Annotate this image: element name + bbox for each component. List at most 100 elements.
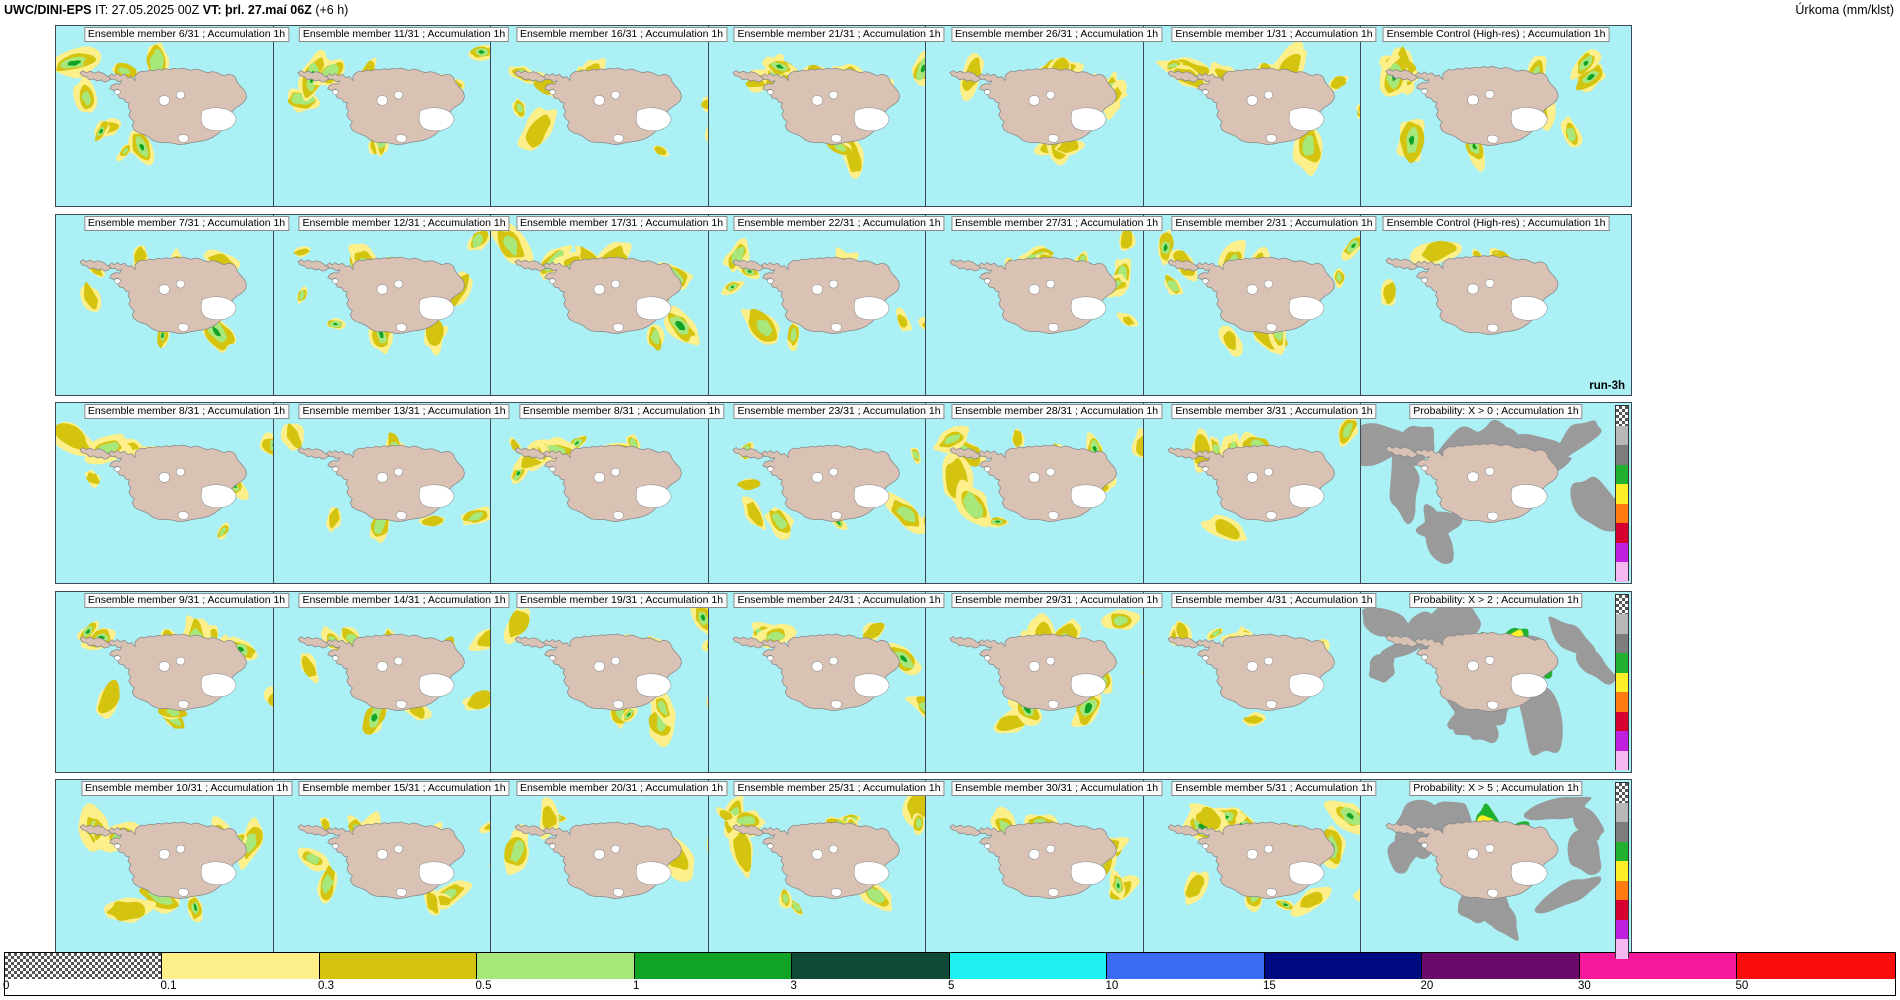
panel-title: Ensemble member 15/31 ; Accumulation 1h [298,781,510,796]
ensemble-panel-grid: Ensemble member 6/31 ; Accumulation 1h En… [55,25,1900,961]
probability-colorbar-segment: 90 [1616,900,1628,920]
probability-colorbar-segment: 10 [1616,633,1628,654]
probability-colorbar-tick: 99 [1631,747,1632,756]
probability-colorbar-tick: 0 [1631,402,1632,411]
panel-title: Ensemble member 3/31 ; Accumulation 1h [1171,404,1377,419]
map-panel-probability-r4c6[interactable]: Probability: X > 5 ; Accumulation 1h0510… [1360,779,1632,961]
colorbar-segment [5,953,163,979]
colorbar-segment [1264,953,1423,979]
probability-colorbar-segment: 25 [1616,464,1628,485]
probability-colorbar-segment: 5 [1616,802,1628,823]
panel-title: Ensemble member 16/31 ; Accumulation 1h [515,27,728,42]
panel-title: Ensemble member 22/31 ; Accumulation 1h [733,215,945,231]
colorbar-tick-label: 0.5 [475,980,492,992]
glaciers [984,278,1107,332]
map-canvas [1361,780,1631,960]
probability-colorbar: 0510255075909599 [1615,405,1632,582]
probability-colorbar-tick: 50 [1631,669,1632,678]
colorbar-tick-label: 0.1 [160,980,177,992]
panel-title: Ensemble member 12/31 ; Accumulation 1h [298,215,510,231]
panel-title: Ensemble member 27/31 ; Accumulation 1h [950,215,1163,231]
probability-colorbar-segment: 95 [1616,731,1628,751]
probability-colorbar: 0510255075909599 [1615,782,1632,959]
colorbar-tick-label: 1 [632,980,640,992]
panel-title: Ensemble member 23/31 ; Accumulation 1h [733,404,945,419]
probability-colorbar-tick: 95 [1631,916,1632,925]
glaciers [331,843,454,897]
probability-colorbar-segment: 50 [1616,672,1628,693]
panel-title: Ensemble member 1/31 ; Accumulation 1h [1171,27,1377,42]
panel-title: Ensemble Control (High-res) ; Accumulati… [1382,215,1610,231]
panel-title: Ensemble member 6/31 ; Accumulation 1h [83,27,290,42]
init-time-value: 27.05.2025 00Z [111,3,200,17]
map-panel-control-r1c6[interactable]: Ensemble Control (High-res) ; Accumulati… [1360,213,1632,396]
probability-colorbar-segment: 10 [1616,822,1628,842]
glaciers [984,466,1107,520]
probability-colorbar-segment: 0 [1616,406,1628,426]
glaciers [331,278,454,332]
panel-title: Ensemble member 24/31 ; Accumulation 1h [733,592,945,608]
panel-title: Ensemble member 9/31 ; Accumulation 1h [83,592,290,608]
glaciers [549,655,672,709]
probability-colorbar-segment: 50 [1616,861,1628,881]
colorbar-tick-label: 10 [1105,980,1119,992]
map-panel-probability-r3c6[interactable]: Probability: X > 2 ; Accumulation 1h0510… [1360,590,1632,773]
map-panel-control-r0c6[interactable]: Ensemble Control (High-res) ; Accumulati… [1360,25,1632,207]
probability-colorbar-segment: 75 [1616,880,1628,901]
probability-colorbar-tick: 90 [1631,708,1632,717]
map-panel-probability-r2c6[interactable]: Probability: X > 0 ; Accumulation 1h0510… [1360,402,1632,584]
panel-title: Ensemble member 29/31 ; Accumulation 1h [950,592,1163,608]
colorbar-segment [634,953,793,979]
panel-title: Ensemble member 21/31 ; Accumulation 1h [733,27,945,42]
probability-colorbar-segment: 0 [1616,783,1628,803]
probability-colorbar-tick: 95 [1631,727,1632,736]
glaciers [1201,843,1324,897]
colorbar-segment [162,953,320,979]
probability-colorbar-segment: 0 [1616,594,1628,615]
probability-colorbar-tick: 0 [1631,779,1632,788]
probability-colorbar-tick: 90 [1631,896,1632,905]
probability-colorbar-tick: 99 [1631,935,1632,944]
probability-colorbar-segment: 90 [1616,711,1628,732]
panel-title: Ensemble member 17/31 ; Accumulation 1h [515,215,728,231]
map-canvas [1361,26,1631,206]
glaciers [114,278,237,332]
glaciers [1201,278,1324,332]
probability-colorbar-segment: 75 [1616,692,1628,712]
glaciers [984,655,1107,709]
glaciers [114,89,237,143]
colorbar-tick-label: 0.3 [317,980,334,992]
colorbar-tick-label: 30 [1578,980,1591,992]
probability-colorbar-segment: 95 [1616,542,1628,563]
panel-title: Ensemble member 8/31 ; Accumulation 1h [83,404,290,419]
valid-time-label: VT: [202,3,222,17]
probability-colorbar-tick: 10 [1631,441,1632,450]
glaciers [331,466,454,520]
glaciers [1201,655,1324,709]
panel-title: Ensemble member 11/31 ; Accumulation 1h [298,27,510,42]
glaciers [766,466,889,520]
valid-time-value: þrl. 27.maí 06Z [224,3,312,17]
probability-colorbar-segment: 10 [1616,445,1628,465]
probability-colorbar-tick: 10 [1631,818,1632,827]
header-left-info: UWC/DINI-EPS IT: 27.05.2025 00Z VT: þrl.… [4,3,348,17]
map-canvas [56,403,317,583]
panel-title: Ensemble member 8/31 ; Accumulation 1h [518,404,725,419]
probability-colorbar-tick: 5 [1631,610,1632,619]
probability-colorbar-tick: 75 [1631,500,1632,509]
colorbar-segment [1422,953,1580,979]
probability-colorbar-tick: 10 [1631,630,1632,639]
lead-time: (+6 h) [315,3,349,17]
panel-title: Ensemble member 30/31 ; Accumulation 1h [950,781,1163,796]
glaciers [114,843,237,897]
colorbar-tick-label: 15 [1262,980,1276,992]
panel-title: Ensemble member 25/31 ; Accumulation 1h [733,781,945,796]
glaciers [549,278,672,332]
colorbar-tick-label: 0 [3,980,10,992]
panel-title: Probability: X > 2 ; Accumulation 1h [1409,592,1583,608]
panel-title: Ensemble member 28/31 ; Accumulation 1h [950,404,1163,419]
probability-colorbar-segment: 5 [1616,614,1628,634]
probability-colorbar-segment: 5 [1616,425,1628,446]
glaciers [549,466,672,520]
probability-colorbar-tick: 5 [1631,799,1632,808]
